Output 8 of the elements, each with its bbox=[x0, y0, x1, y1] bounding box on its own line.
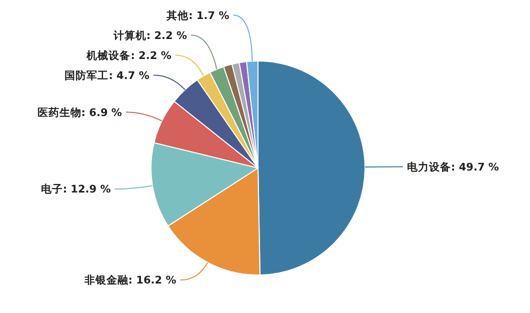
slice-label: 计算机: 2.2 % bbox=[112, 28, 188, 42]
slice-label: 国防军工: 4.7 % bbox=[64, 68, 150, 82]
slice-label: 其他: 1.7 % bbox=[166, 8, 230, 22]
slice-label: 机械设备: 2.2 % bbox=[86, 48, 172, 62]
slice-label: 电子: 12.9 % bbox=[40, 182, 112, 196]
slice-label: 非银金融: 16.2 % bbox=[83, 274, 177, 287]
slice-label: 医药生物: 6.9 % bbox=[37, 106, 122, 119]
slice-label: 电力设备: 49.7 % bbox=[406, 160, 500, 174]
